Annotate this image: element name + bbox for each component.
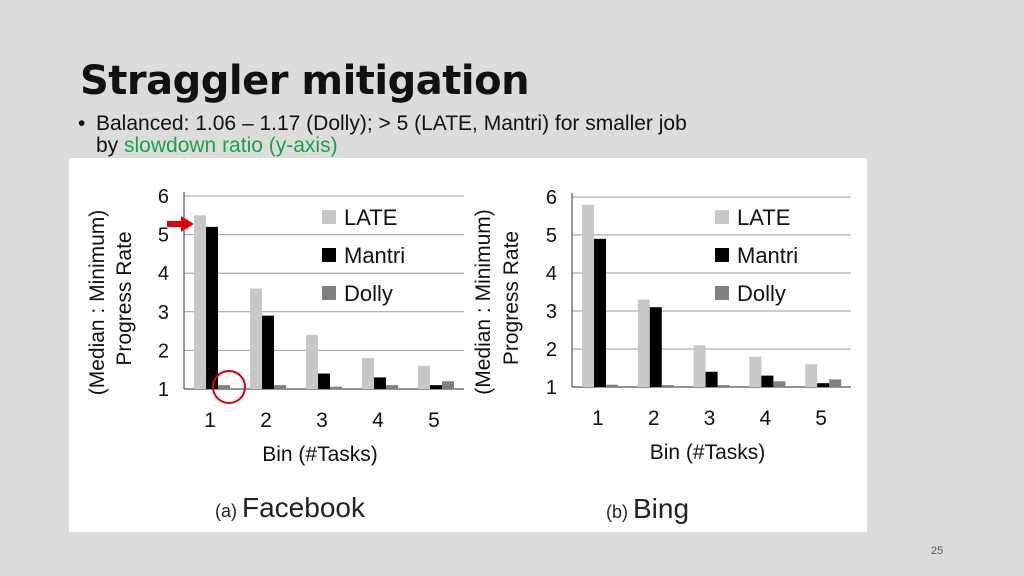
- legend-label-dolly: Dolly: [737, 281, 786, 306]
- bar-mantri: [374, 377, 386, 389]
- caption-label: (a): [215, 501, 242, 521]
- legend-label-late: LATE: [737, 205, 790, 230]
- y-tick-label: 3: [546, 301, 557, 323]
- bar-late: [250, 288, 262, 389]
- bar-late: [637, 299, 650, 387]
- x-axis-title: Bin (#Tasks): [262, 443, 378, 466]
- bar-mantri: [430, 385, 442, 389]
- caption-name: Facebook: [242, 492, 366, 523]
- legend-swatch-mantri: [715, 248, 729, 262]
- bar-mantri: [761, 375, 774, 387]
- legend-swatch-dolly: [322, 286, 336, 300]
- bar-late: [194, 215, 206, 389]
- y-tick-label: 5: [546, 225, 557, 247]
- x-tick-label: 1: [204, 409, 216, 432]
- bar-mantri: [594, 238, 606, 387]
- highlight-text: slowdown ratio (y-axis): [124, 134, 338, 157]
- bar-dolly: [330, 386, 342, 389]
- x-tick-label: 3: [316, 409, 328, 432]
- legend-swatch-late: [715, 210, 729, 224]
- bullet-text-prefix: by: [96, 134, 125, 157]
- bar-dolly: [829, 379, 842, 387]
- figure-panel: 1 2 3 4 5 6 1 2 3 4 5 Bin (#Tasks) (Median : Minimum…: [69, 158, 867, 532]
- bar-late: [693, 345, 706, 387]
- bar-late: [582, 204, 594, 387]
- y-tick-label: 5: [158, 225, 169, 247]
- bar-mantri: [649, 307, 662, 387]
- y-tick-label: 4: [546, 263, 557, 285]
- y-tick-label: 1: [158, 379, 169, 401]
- bar-late: [362, 358, 374, 389]
- bar-late: [749, 356, 762, 387]
- legend-label-dolly: Dolly: [344, 281, 393, 306]
- x-axis-title: Bin (#Tasks): [650, 441, 766, 464]
- y-tick-label: 4: [158, 263, 169, 285]
- bar-dolly: [218, 385, 230, 389]
- red-circle-highlight-icon: [212, 370, 246, 404]
- bar-dolly: [717, 385, 730, 387]
- bar-dolly: [661, 385, 674, 387]
- y-axis-title-line2: Progress Rate: [500, 231, 523, 365]
- x-tick-label: 2: [260, 409, 272, 432]
- legend-label-mantri: Mantri: [344, 243, 405, 268]
- bullet-text: Balanced: 1.06 – 1.17 (Dolly); > 5 (LATE…: [96, 112, 687, 135]
- bar-late: [306, 334, 318, 389]
- bar-mantri: [705, 371, 718, 387]
- figure-caption: (a) Facebook: [215, 492, 366, 523]
- x-tick-label: 4: [372, 409, 384, 432]
- bar-late: [805, 364, 818, 387]
- y-axis-title-line1: (Median : Minimum): [472, 209, 495, 395]
- charts-svg: 1 2 3 4 5 6 1 2 3 4 5 Bin (#Tasks) (Median : Minimum…: [86, 186, 851, 524]
- x-tick-label: 2: [648, 407, 660, 430]
- y-tick-label: 1: [546, 377, 557, 399]
- bullet-point: • Balanced: 1.06 – 1.17 (Dolly); > 5 (LAT…: [78, 113, 878, 157]
- bar-dolly: [274, 385, 286, 389]
- legend-label-late: LATE: [344, 205, 397, 230]
- x-tick-label: 5: [815, 407, 827, 430]
- legend-swatch-mantri: [322, 248, 336, 262]
- y-tick-label: 6: [546, 187, 557, 209]
- bullet-text-line2: by slowdown ratio (y-axis): [78, 135, 878, 157]
- legend-swatch-dolly: [715, 286, 729, 300]
- bar-mantri: [262, 315, 274, 389]
- legend-label-mantri: Mantri: [737, 243, 798, 268]
- bar-late: [418, 365, 430, 389]
- x-tick-label: 1: [592, 407, 604, 430]
- bar-dolly: [386, 385, 398, 389]
- caption-name: Bing: [633, 493, 689, 524]
- bar-mantri: [318, 373, 330, 389]
- figure-caption: (b) Bing: [606, 493, 689, 524]
- page-number: 25: [931, 545, 944, 557]
- bar-dolly: [442, 381, 454, 389]
- x-tick-label: 3: [704, 407, 716, 430]
- y-tick-label: 2: [546, 339, 557, 361]
- x-tick-label: 4: [759, 407, 771, 430]
- x-tick-label: 5: [428, 409, 440, 432]
- y-tick-label: 6: [158, 186, 169, 208]
- bullet-marker: •: [78, 112, 86, 135]
- y-axis-title-line2: Progress Rate: [113, 231, 136, 365]
- y-axis-title-line1: (Median : Minimum): [86, 210, 109, 396]
- bar-dolly: [606, 384, 618, 387]
- red-arrow-shaft-icon: [167, 221, 183, 227]
- bar-mantri: [817, 383, 830, 387]
- bar-dolly: [773, 381, 786, 387]
- caption-label: (b): [606, 502, 633, 522]
- red-arrow-head-icon: [181, 216, 194, 232]
- y-tick-label: 2: [158, 340, 169, 362]
- bar-mantri: [206, 226, 218, 389]
- y-tick-label: 3: [158, 302, 169, 324]
- slide-title: Straggler mitigation: [80, 58, 530, 104]
- legend-swatch-late: [322, 210, 336, 224]
